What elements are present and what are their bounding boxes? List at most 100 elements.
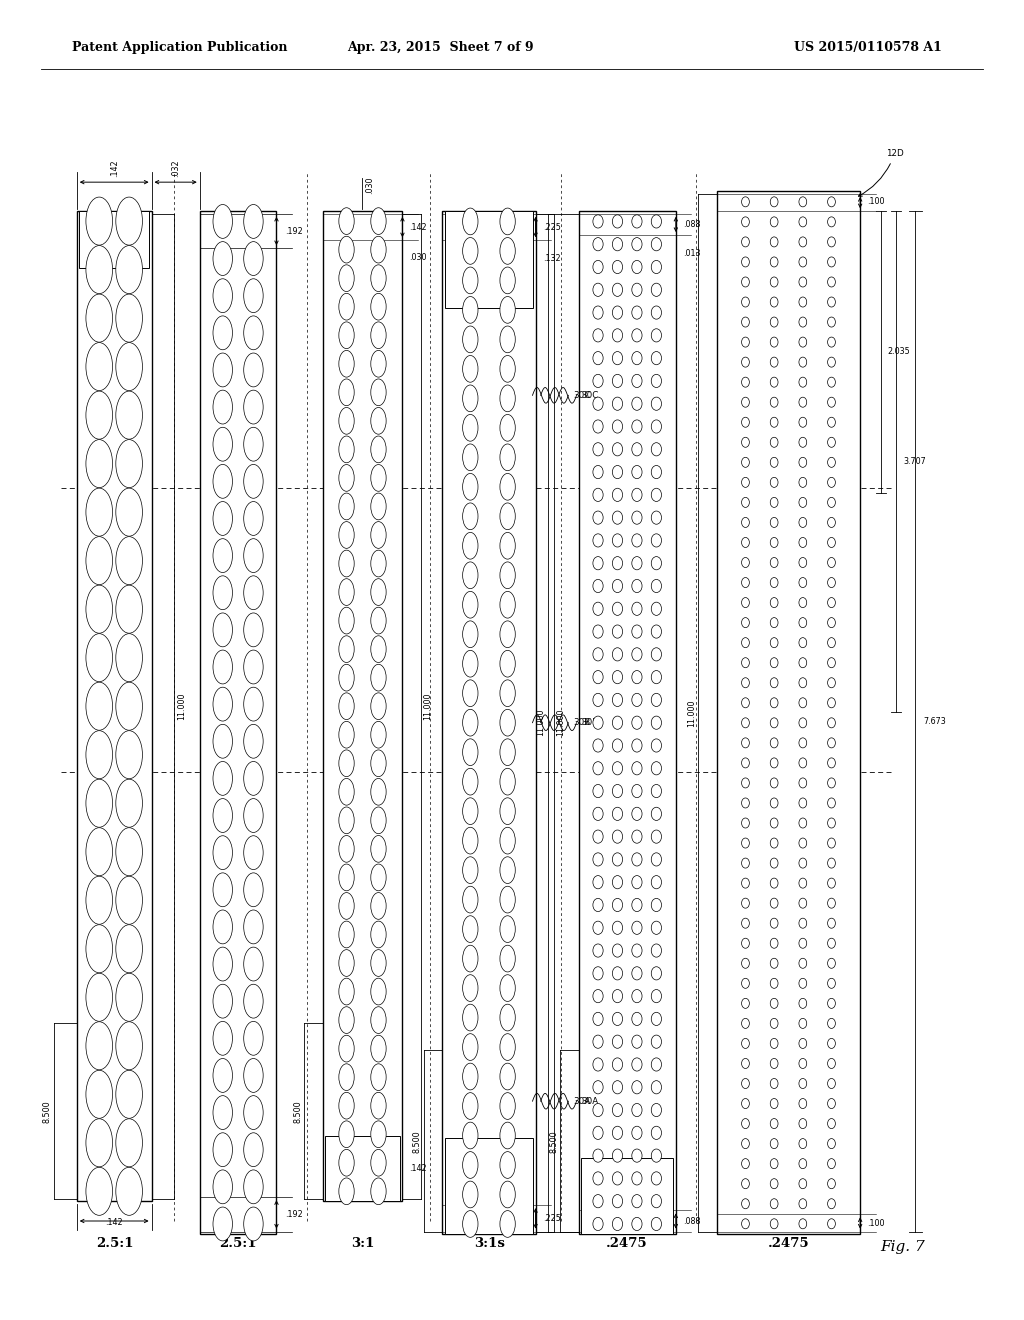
Ellipse shape [213, 428, 232, 461]
Ellipse shape [741, 677, 750, 688]
Ellipse shape [741, 698, 750, 708]
Ellipse shape [770, 878, 778, 888]
Ellipse shape [632, 602, 642, 615]
Ellipse shape [632, 966, 642, 979]
Bar [77, 211, 152, 1201]
Ellipse shape [244, 391, 263, 424]
Ellipse shape [799, 1139, 807, 1148]
Ellipse shape [827, 216, 836, 227]
Ellipse shape [593, 557, 603, 570]
Ellipse shape [213, 352, 232, 387]
Ellipse shape [632, 808, 642, 821]
Ellipse shape [827, 799, 836, 808]
Ellipse shape [770, 657, 778, 668]
Ellipse shape [799, 677, 807, 688]
Ellipse shape [500, 1034, 515, 1060]
Ellipse shape [741, 277, 750, 286]
Ellipse shape [799, 1159, 807, 1168]
Ellipse shape [371, 750, 386, 776]
Ellipse shape [827, 1078, 836, 1089]
Ellipse shape [612, 488, 623, 502]
Ellipse shape [339, 721, 354, 748]
Ellipse shape [799, 618, 807, 627]
Ellipse shape [799, 216, 807, 227]
Ellipse shape [741, 437, 750, 447]
Text: 3:1s: 3:1s [474, 1237, 505, 1250]
Ellipse shape [651, 853, 662, 866]
Ellipse shape [371, 664, 386, 692]
Ellipse shape [339, 836, 354, 862]
Ellipse shape [593, 1172, 603, 1185]
Ellipse shape [371, 465, 386, 491]
Ellipse shape [86, 1071, 113, 1118]
Ellipse shape [741, 777, 750, 788]
Ellipse shape [86, 828, 113, 875]
Text: .2475: .2475 [768, 1237, 809, 1250]
Ellipse shape [244, 539, 263, 573]
Ellipse shape [770, 257, 778, 267]
Ellipse shape [827, 478, 836, 487]
Ellipse shape [244, 352, 263, 387]
Ellipse shape [741, 598, 750, 607]
Ellipse shape [612, 215, 623, 228]
Ellipse shape [741, 197, 750, 207]
Ellipse shape [799, 297, 807, 308]
Ellipse shape [463, 532, 478, 560]
Ellipse shape [116, 876, 142, 924]
Ellipse shape [799, 378, 807, 387]
Ellipse shape [213, 762, 232, 796]
Ellipse shape [339, 807, 354, 834]
Text: 2.5:1: 2.5:1 [96, 1237, 133, 1250]
Ellipse shape [463, 1122, 478, 1148]
Ellipse shape [339, 693, 354, 719]
Ellipse shape [371, 949, 386, 977]
Ellipse shape [244, 576, 263, 610]
Ellipse shape [500, 620, 515, 648]
Ellipse shape [371, 521, 386, 548]
Ellipse shape [612, 1104, 623, 1117]
Text: 30C: 30C [582, 391, 599, 400]
Ellipse shape [612, 899, 623, 912]
Ellipse shape [86, 537, 113, 585]
Ellipse shape [632, 284, 642, 297]
Ellipse shape [86, 440, 113, 487]
Ellipse shape [827, 1218, 836, 1229]
Ellipse shape [770, 1139, 778, 1148]
Ellipse shape [371, 207, 386, 235]
Ellipse shape [339, 750, 354, 776]
Ellipse shape [770, 216, 778, 227]
Ellipse shape [463, 768, 478, 795]
Ellipse shape [827, 358, 836, 367]
Ellipse shape [827, 498, 836, 507]
Ellipse shape [632, 466, 642, 479]
Ellipse shape [799, 919, 807, 928]
Ellipse shape [770, 1199, 778, 1209]
Ellipse shape [799, 537, 807, 548]
Ellipse shape [371, 892, 386, 919]
Ellipse shape [827, 958, 836, 969]
Ellipse shape [741, 1059, 750, 1068]
Ellipse shape [371, 265, 386, 292]
Ellipse shape [593, 306, 603, 319]
Ellipse shape [213, 725, 232, 758]
Ellipse shape [612, 557, 623, 570]
Ellipse shape [593, 1035, 603, 1048]
Ellipse shape [213, 985, 232, 1018]
Ellipse shape [827, 738, 836, 748]
Ellipse shape [213, 948, 232, 981]
Ellipse shape [799, 1059, 807, 1068]
Ellipse shape [770, 457, 778, 467]
Ellipse shape [463, 886, 478, 913]
Ellipse shape [741, 517, 750, 528]
Ellipse shape [339, 1007, 354, 1034]
Ellipse shape [612, 1081, 623, 1094]
Ellipse shape [339, 293, 354, 319]
Ellipse shape [593, 808, 603, 821]
Ellipse shape [500, 916, 515, 942]
Ellipse shape [632, 579, 642, 593]
Ellipse shape [651, 1081, 662, 1094]
Ellipse shape [799, 478, 807, 487]
Ellipse shape [651, 624, 662, 638]
Ellipse shape [632, 739, 642, 752]
Bar [442, 211, 536, 1234]
